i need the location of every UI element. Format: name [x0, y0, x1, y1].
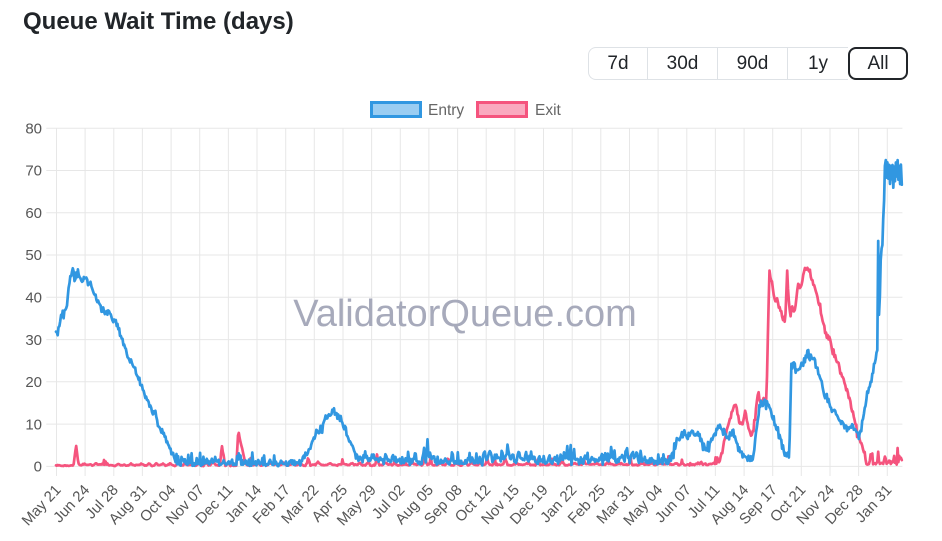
- svg-text:40: 40: [25, 290, 42, 307]
- svg-text:20: 20: [25, 374, 42, 391]
- svg-text:10: 10: [25, 416, 42, 433]
- svg-text:70: 70: [25, 163, 42, 180]
- svg-text:0: 0: [34, 459, 42, 476]
- svg-text:ValidatorQueue.com: ValidatorQueue.com: [293, 293, 637, 335]
- svg-text:80: 80: [25, 120, 42, 137]
- svg-text:60: 60: [25, 205, 42, 222]
- svg-text:30: 30: [25, 332, 42, 349]
- svg-text:50: 50: [25, 247, 42, 264]
